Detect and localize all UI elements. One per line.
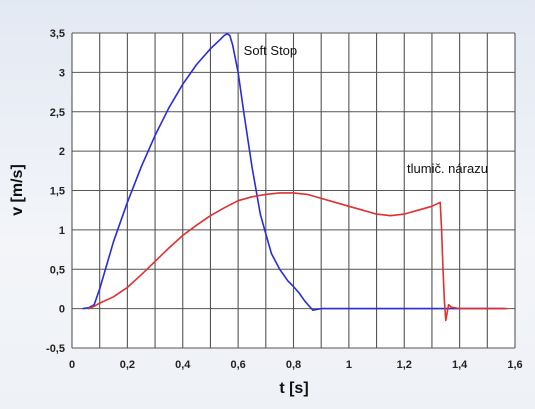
x-tick-label: 1,4 [452,359,468,371]
series-line [87,192,508,322]
grid [71,32,516,349]
y-tick-labels: 3,5 3 2,5 2 1,5 1 0,5 0 -0,5 [46,28,65,355]
x-tick-label: 1,2 [397,359,412,371]
x-tick-label: 0,2 [120,359,135,371]
x-tick-label: 0,6 [230,359,245,371]
y-axis-label: v [m/s] [9,164,26,216]
x-axis-label: t [s] [279,380,308,397]
series-annotation: Soft Stop [244,43,297,58]
series-annotation: tlumič. nárazu [407,161,488,176]
series-lines [82,32,508,322]
series-line [82,32,505,312]
y-tick-label: 0,5 [50,264,65,276]
x-tick-label: 0 [69,359,75,371]
y-tick-label: 0 [59,304,65,316]
x-tick-labels: 0 0,2 0,4 0,6 0,8 1 1,2 1,4 1,6 [69,359,523,371]
x-tick-label: 1 [346,359,352,371]
x-tick-label: 1,6 [507,359,522,371]
y-tick-label: 2 [59,146,65,158]
y-tick-label: -0,5 [46,343,65,355]
y-tick-label: 3,5 [50,28,65,40]
y-tick-label: 3 [59,67,65,79]
x-tick-label: 0,4 [175,359,191,371]
y-tick-label: 2,5 [50,107,65,119]
annotations: Soft Stop tlumič. nárazu [244,43,488,176]
x-tick-label: 0,8 [286,359,301,371]
y-tick-label: 1 [59,225,65,237]
y-tick-label: 1,5 [50,186,65,198]
